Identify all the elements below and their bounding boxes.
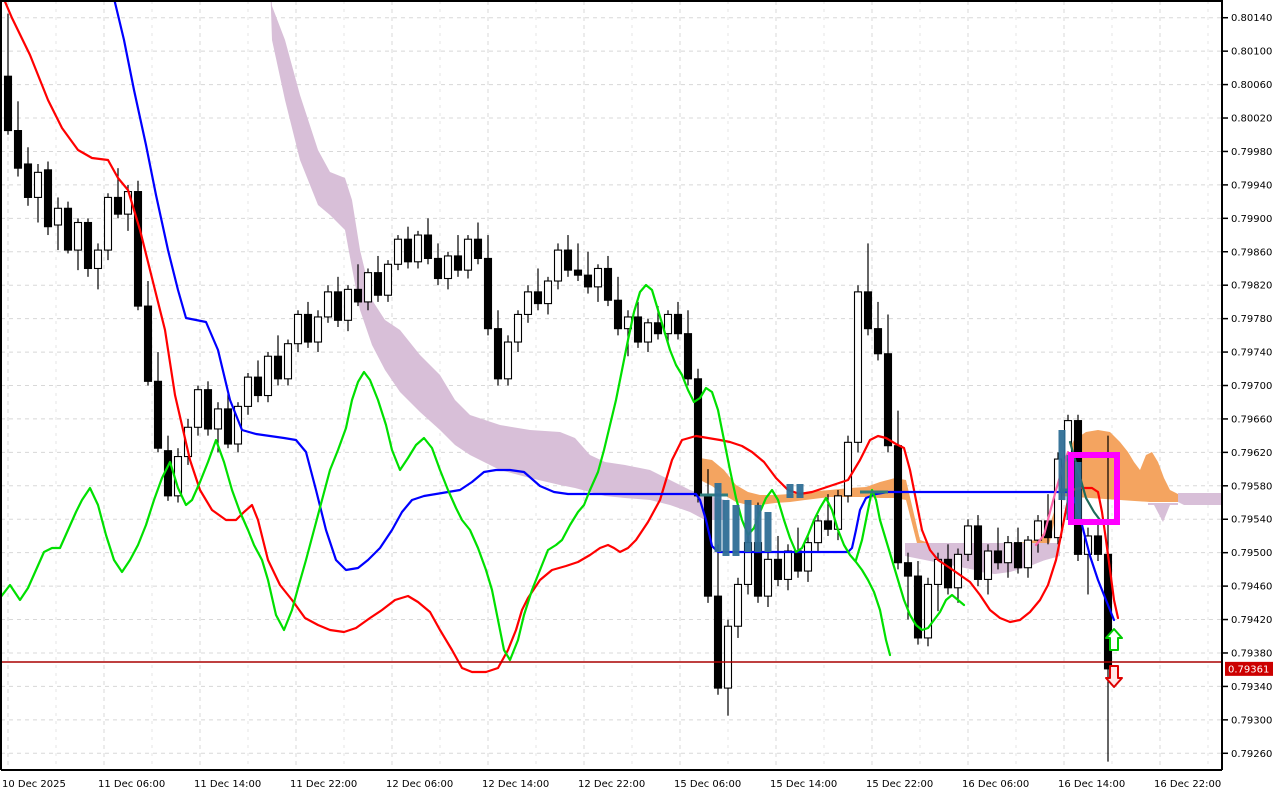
x-tick-label: 15 Dec 14:00	[770, 779, 837, 790]
x-tick-label: 10 Dec 2025	[2, 779, 66, 790]
buy-arrow[interactable]	[1105, 628, 1123, 651]
y-tick-label: 0.79900	[1231, 214, 1272, 225]
y-tick-label: 0.79500	[1231, 548, 1272, 559]
x-tick-label: 12 Dec 22:00	[578, 779, 645, 790]
x-tick-label: 11 Dec 22:00	[290, 779, 357, 790]
y-axis-tick-labels: 0.80140 0.80100 0.80060 0.80020 0.79980 0.799…	[1222, 13, 1272, 760]
y-tick-label: 0.79700	[1231, 381, 1272, 392]
sell-arrow[interactable]	[1105, 665, 1123, 688]
y-tick-label: 0.79620	[1231, 448, 1272, 459]
current-price-tag: 0.79361	[1225, 661, 1273, 676]
x-tick-label: 16 Dec 14:00	[1058, 779, 1125, 790]
x-tick-label: 12 Dec 06:00	[386, 779, 453, 790]
highlight-box[interactable]	[1068, 452, 1120, 525]
y-tick-label: 0.80020	[1231, 114, 1272, 125]
x-tick-label: 15 Dec 06:00	[674, 779, 741, 790]
x-tick-label: 16 Dec 06:00	[962, 779, 1029, 790]
y-tick-label: 0.80100	[1231, 47, 1272, 58]
y-tick-label: 0.79260	[1231, 749, 1272, 760]
candlestick-series	[3, 13, 1113, 762]
y-tick-label: 0.79820	[1231, 281, 1272, 292]
ichimoku-lines	[1, 1, 1120, 674]
y-tick-label: 0.79420	[1231, 615, 1272, 626]
x-axis-tick-labels: 10 Dec 2025 11 Dec 06:00 11 Dec 14:00 11 De…	[2, 779, 1221, 790]
chart-annotations[interactable]	[1, 452, 1222, 688]
y-tick-label: 0.80140	[1231, 13, 1272, 24]
y-tick-label: 0.79860	[1231, 247, 1272, 258]
x-tick-label: 16 Dec 22:00	[1154, 779, 1221, 790]
price-tag-value: 0.79361	[1228, 664, 1269, 675]
x-tick-label: 11 Dec 06:00	[98, 779, 165, 790]
y-tick-label: 0.79940	[1231, 180, 1272, 191]
y-tick-label: 0.79460	[1231, 582, 1272, 593]
y-tick-label: 0.79660	[1231, 414, 1272, 425]
y-tick-label: 0.79980	[1231, 147, 1272, 158]
y-tick-label: 0.79780	[1231, 314, 1272, 325]
x-tick-label: 12 Dec 14:00	[482, 779, 549, 790]
y-tick-label: 0.79340	[1231, 682, 1272, 693]
y-tick-label: 0.79540	[1231, 515, 1272, 526]
y-tick-label: 0.80060	[1231, 80, 1272, 91]
y-tick-label: 0.79300	[1231, 715, 1272, 726]
y-tick-label: 0.79380	[1231, 648, 1272, 659]
y-tick-label: 0.79580	[1231, 481, 1272, 492]
price-tag-background	[1225, 661, 1273, 676]
x-tick-label: 11 Dec 14:00	[194, 779, 261, 790]
x-tick-label: 15 Dec 22:00	[866, 779, 933, 790]
y-tick-label: 0.79740	[1231, 348, 1272, 359]
